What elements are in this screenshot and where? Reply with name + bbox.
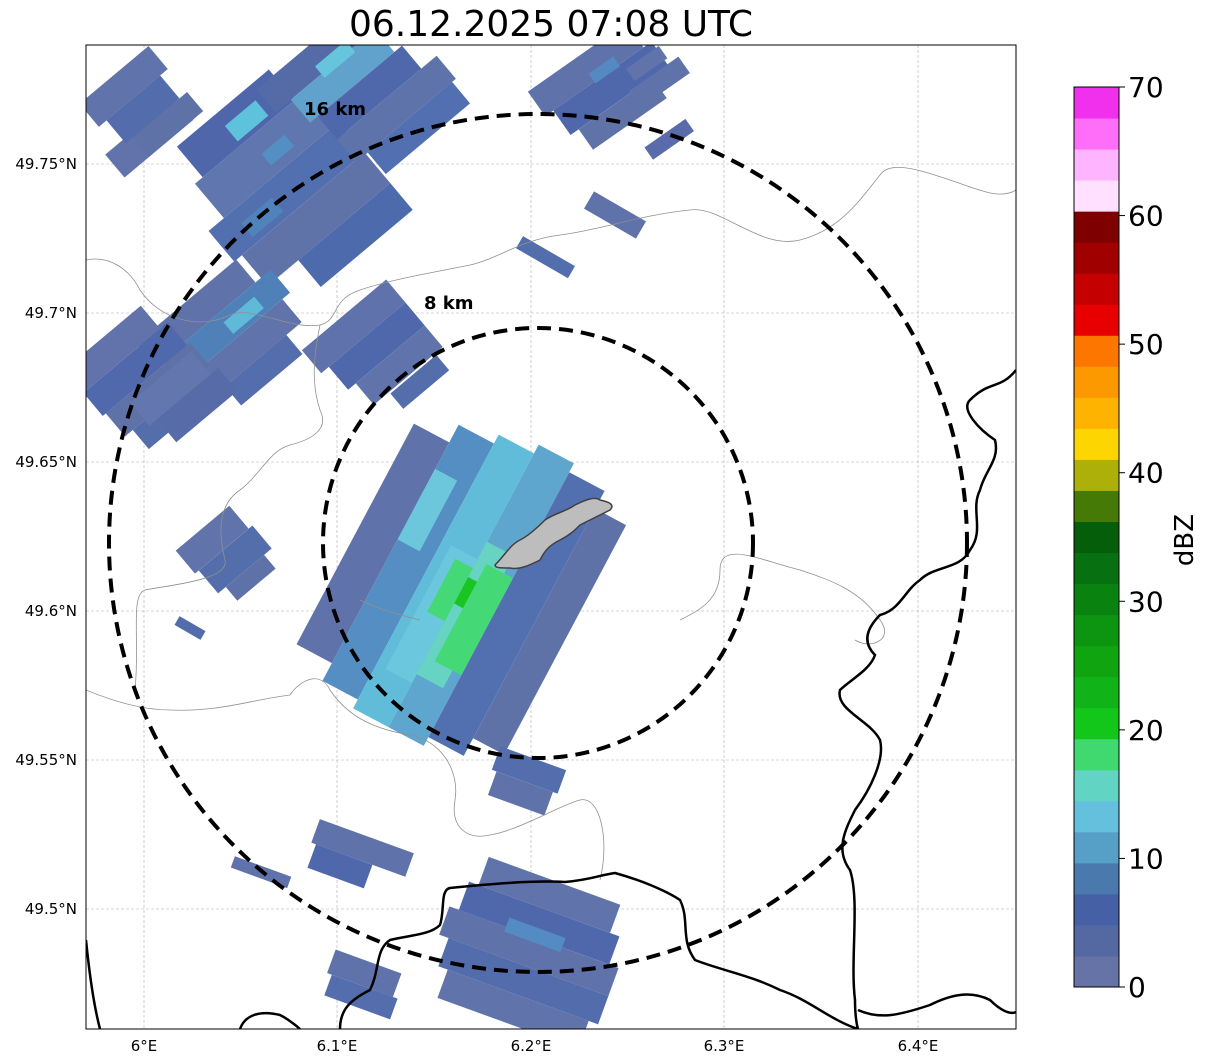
- lat-tick-label: 49.55°N: [15, 751, 77, 769]
- lon-tick-label: 6.4°E: [898, 1037, 939, 1055]
- lat-tick-label: 49.6°N: [25, 602, 77, 620]
- urban-area: [494, 497, 613, 570]
- range-ring-label-8km: 8 km: [424, 293, 474, 314]
- lat-tick-label: 49.75°N: [15, 155, 77, 173]
- lat-tick-label: 49.65°N: [15, 453, 77, 471]
- country-borders: [86, 369, 1016, 1029]
- lon-tick-labels: 6°E 6.1°E 6.2°E 6.3°E 6.4°E: [131, 1037, 939, 1055]
- map-title: 06.12.2025 07:08 UTC: [348, 4, 754, 45]
- lon-tick-label: 6.2°E: [511, 1037, 552, 1055]
- admin-boundaries: [86, 167, 1016, 881]
- lat-tick-label: 49.7°N: [25, 304, 77, 322]
- range-ring-16km: [107, 112, 969, 974]
- radar-cells: [86, 45, 695, 1029]
- lat-tick-label: 49.5°N: [25, 900, 77, 918]
- lon-tick-label: 6.1°E: [317, 1037, 358, 1055]
- lat-tick-labels: 49.75°N 49.7°N 49.65°N 49.6°N 49.55°N 49…: [15, 155, 77, 918]
- lon-tick-label: 6.3°E: [704, 1037, 745, 1055]
- range-rings: [107, 112, 969, 974]
- range-ring-8km: [321, 326, 755, 760]
- map-frame: [85, 44, 1017, 1030]
- lon-tick-label: 6°E: [131, 1037, 158, 1055]
- range-ring-label-16km: 16 km: [304, 99, 366, 120]
